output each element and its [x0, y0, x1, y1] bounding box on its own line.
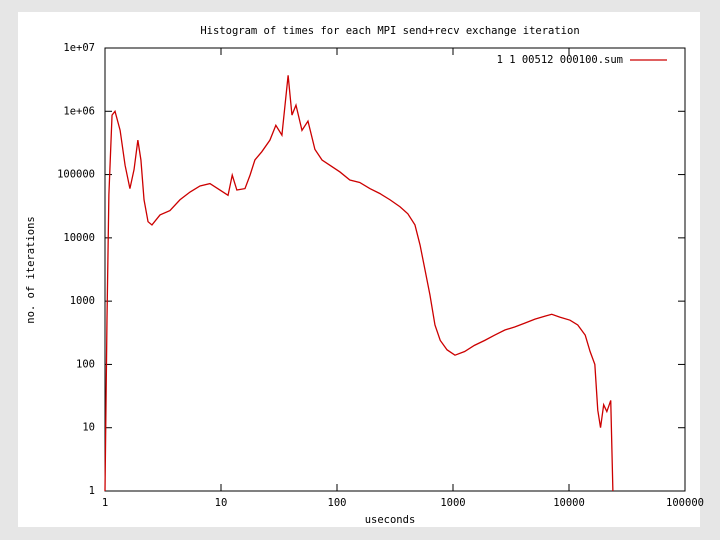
x-tick-label: 10 [215, 497, 228, 509]
x-tick-label: 100000 [666, 497, 704, 509]
y-tick-label: 1 [89, 485, 95, 497]
legend-label: 1 1 00512 000100.sum [497, 54, 623, 66]
y-tick-label: 100 [76, 358, 95, 370]
x-tick-label: 100 [328, 497, 347, 509]
x-axis-label: useconds [365, 514, 416, 526]
y-tick-label: 10 [82, 422, 95, 434]
y-axis-label: no. of iterations [25, 216, 37, 323]
x-tick-label: 10000 [553, 497, 585, 509]
plot-border [104, 47, 686, 492]
series-line [104, 75, 614, 492]
y-tick-label: 1e+06 [63, 105, 95, 117]
y-tick-label: 1e+07 [63, 42, 95, 54]
x-tick-label: 1 [102, 497, 108, 509]
chart-title: Histogram of times for each MPI send+rec… [200, 25, 579, 37]
y-tick-label: 1000 [70, 295, 95, 307]
y-tick-label: 10000 [63, 232, 95, 244]
y-tick-label: 100000 [57, 169, 95, 181]
x-tick-label: 1000 [440, 497, 465, 509]
panel [18, 12, 700, 527]
